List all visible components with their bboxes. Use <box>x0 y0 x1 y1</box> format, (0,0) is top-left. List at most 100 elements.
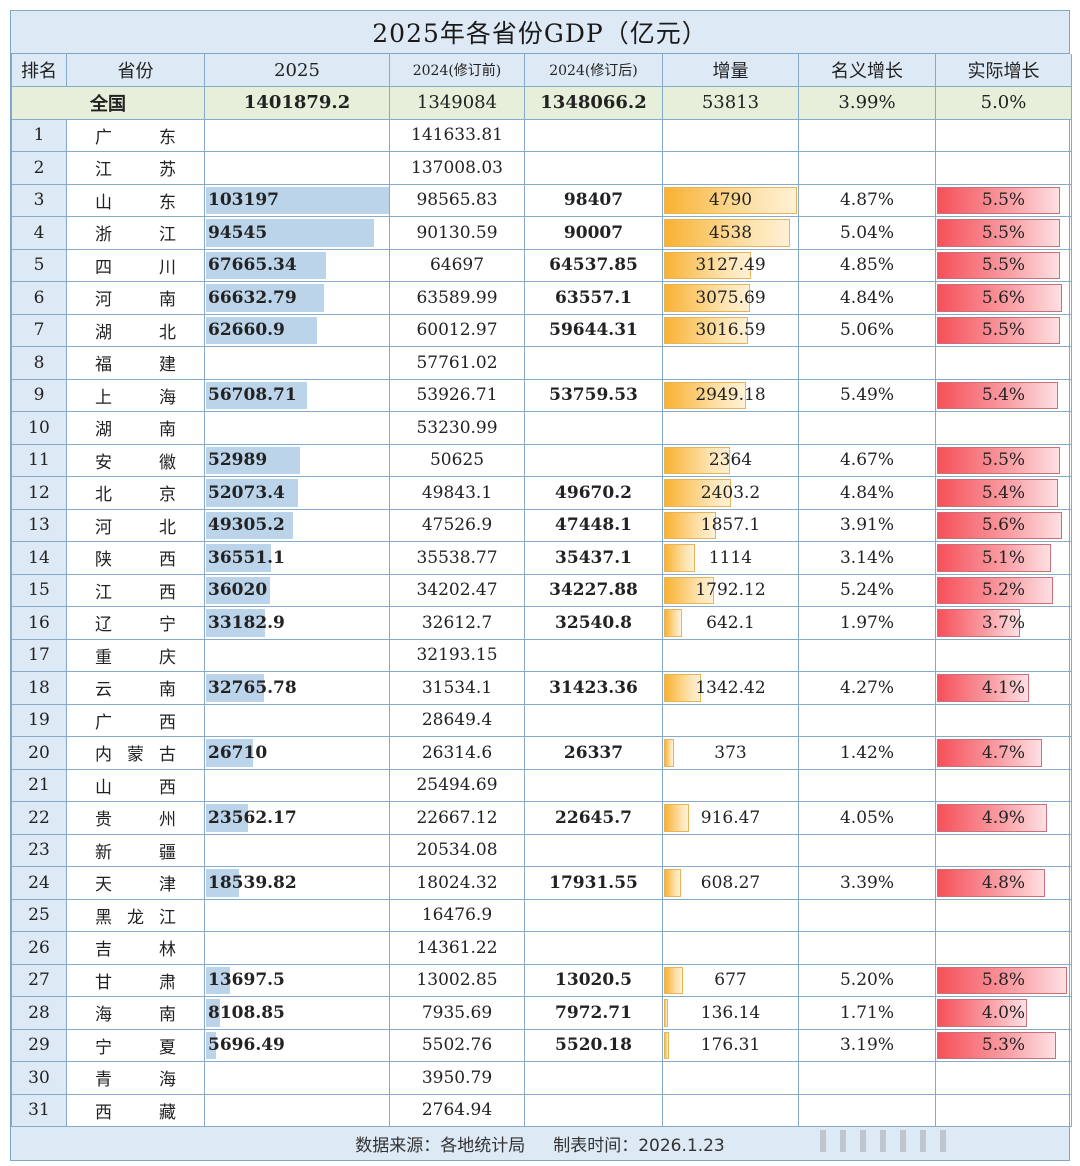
real-growth-value: 5.4% <box>981 482 1026 503</box>
gdp2024-post-cell: 22645.7 <box>524 801 663 835</box>
gdp2025-cell: 52073.4 <box>204 476 390 510</box>
rank-cell: 24 <box>11 866 67 900</box>
province-char-3: 古 <box>159 745 176 766</box>
real-growth-cell: 5.5% <box>935 183 1072 217</box>
real-growth-databar <box>937 739 1042 767</box>
real-growth-value: 5.1% <box>981 547 1026 568</box>
increase-cell: 3127.49 <box>662 248 799 282</box>
table-row: 19 广西 28649.4 <box>11 703 1072 737</box>
real-growth-cell <box>935 768 1072 802</box>
province-char-3: 西 <box>159 777 176 798</box>
gdp2024-pre-cell: 63589.99 <box>389 281 525 315</box>
real-growth-cell <box>935 931 1072 965</box>
province-cell: 吉林 <box>66 931 205 965</box>
gdp2025-cell: 8108.85 <box>204 996 390 1030</box>
real-growth-databar <box>937 966 1067 994</box>
gdp-table-sheet: 2025年各省份GDP（亿元） 排名 省份 2025 2024(修订前) 202… <box>10 10 1072 1161</box>
gdp2024-pre-cell: 7935.69 <box>389 996 525 1030</box>
rank-cell: 25 <box>11 898 67 932</box>
increase-cell: 3016.59 <box>662 313 799 347</box>
increase-value: 373 <box>714 742 747 763</box>
gdp2024-post-cell: 47448.1 <box>524 508 663 542</box>
table-row: 27 甘肃 13697.5 13002.85 13020.5 677 5.20% 5.8% <box>11 963 1072 997</box>
province-char-1: 新 <box>95 842 112 863</box>
gdp2024-pre-cell: 32612.7 <box>389 606 525 640</box>
gdp2025-cell: 67665.34 <box>204 248 390 282</box>
header-nominal-growth: 名义增长 <box>798 54 936 87</box>
gdp2024-pre-cell: 57761.02 <box>389 346 525 380</box>
province-cell: 陕西 <box>66 541 205 575</box>
gdp2024-post-cell: 35437.1 <box>524 541 663 575</box>
nominal-growth-cell: 4.27% <box>798 671 936 705</box>
table-footer: 数据来源：各地统计局 制表时间：2026.1.23 <box>11 1127 1069 1160</box>
province-char-1: 吉 <box>95 940 112 961</box>
nominal-growth-cell <box>798 346 936 380</box>
nominal-growth-cell <box>798 411 936 445</box>
real-growth-value: 3.7% <box>981 612 1026 633</box>
total-row: 全国 1401879.2 1349084 1348066.2 53813 3.9… <box>11 86 1072 120</box>
rank-cell: 8 <box>11 346 67 380</box>
province-char-1: 贵 <box>95 810 112 831</box>
province-char-3: 东 <box>159 192 176 213</box>
real-growth-value: 5.4% <box>981 385 1026 406</box>
province-char-3: 海 <box>159 1070 176 1091</box>
increase-databar <box>664 966 683 994</box>
increase-value: 677 <box>714 970 747 991</box>
gdp2025-databar <box>206 869 239 897</box>
province-char-1: 黑 <box>95 907 112 928</box>
province-char-3: 南 <box>159 1005 176 1026</box>
nominal-growth-cell: 5.24% <box>798 573 936 607</box>
province-char-1: 甘 <box>95 972 112 993</box>
province-cell: 山东 <box>66 183 205 217</box>
rank-cell: 23 <box>11 833 67 867</box>
real-growth-databar <box>937 284 1062 312</box>
increase-cell: 1342.42 <box>662 671 799 705</box>
total-gdp2025: 1401879.2 <box>204 86 390 120</box>
real-growth-value: 4.1% <box>981 677 1026 698</box>
gdp2025-databar <box>206 186 389 214</box>
real-growth-cell: 5.5% <box>935 216 1072 250</box>
gdp2025-cell <box>204 1093 390 1127</box>
gdp2024-post-cell: 63557.1 <box>524 281 663 315</box>
gdp2024-post-cell <box>524 1093 663 1127</box>
gdp2024-post-cell <box>524 898 663 932</box>
rank-cell: 20 <box>11 736 67 770</box>
gdp2025-cell: 56708.71 <box>204 378 390 412</box>
province-cell: 山西 <box>66 768 205 802</box>
increase-databar <box>664 381 746 409</box>
table-row: 14 陕西 36551.1 35538.77 35437.1 1114 3.14% 5.1% <box>11 541 1072 575</box>
gdp2025-databar <box>206 739 253 767</box>
gdp2025-databar <box>206 999 220 1027</box>
nominal-growth-cell: 3.39% <box>798 866 936 900</box>
increase-cell <box>662 151 799 185</box>
increase-value: 1342.42 <box>695 677 766 698</box>
increase-cell <box>662 1061 799 1095</box>
real-growth-cell: 4.8% <box>935 866 1072 900</box>
province-cell: 北京 <box>66 476 205 510</box>
real-growth-cell: 5.6% <box>935 281 1072 315</box>
real-growth-value: 5.2% <box>981 580 1026 601</box>
rank-cell: 4 <box>11 216 67 250</box>
table-row: 30 青海 3950.79 <box>11 1061 1072 1095</box>
province-char-1: 四 <box>95 257 112 278</box>
table-row: 12 北京 52073.4 49843.1 49670.2 2403.2 4.84% 5.4% <box>11 476 1072 510</box>
increase-cell: 136.14 <box>662 996 799 1030</box>
gdp2025-value <box>206 1068 209 1088</box>
gdp2025-value <box>206 645 209 665</box>
nominal-growth-cell: 5.04% <box>798 216 936 250</box>
gdp2025-cell: 103197 <box>204 183 390 217</box>
province-char-1: 山 <box>95 777 112 798</box>
increase-databar <box>664 219 790 247</box>
nominal-growth-cell: 3.91% <box>798 508 936 542</box>
increase-value: 3075.69 <box>695 287 766 308</box>
increase-cell <box>662 1093 799 1127</box>
header-increase: 增量 <box>662 54 799 87</box>
province-char-1: 上 <box>95 387 112 408</box>
gdp2024-post-cell: 13020.5 <box>524 963 663 997</box>
gdp2025-cell: 33182.9 <box>204 606 390 640</box>
table-row: 9 上海 56708.71 53926.71 53759.53 2949.18 5.49% 5… <box>11 378 1072 412</box>
province-char-1: 云 <box>95 680 112 701</box>
increase-cell: 2403.2 <box>662 476 799 510</box>
real-growth-cell <box>935 346 1072 380</box>
gdp2025-value: 94545 <box>208 222 268 243</box>
